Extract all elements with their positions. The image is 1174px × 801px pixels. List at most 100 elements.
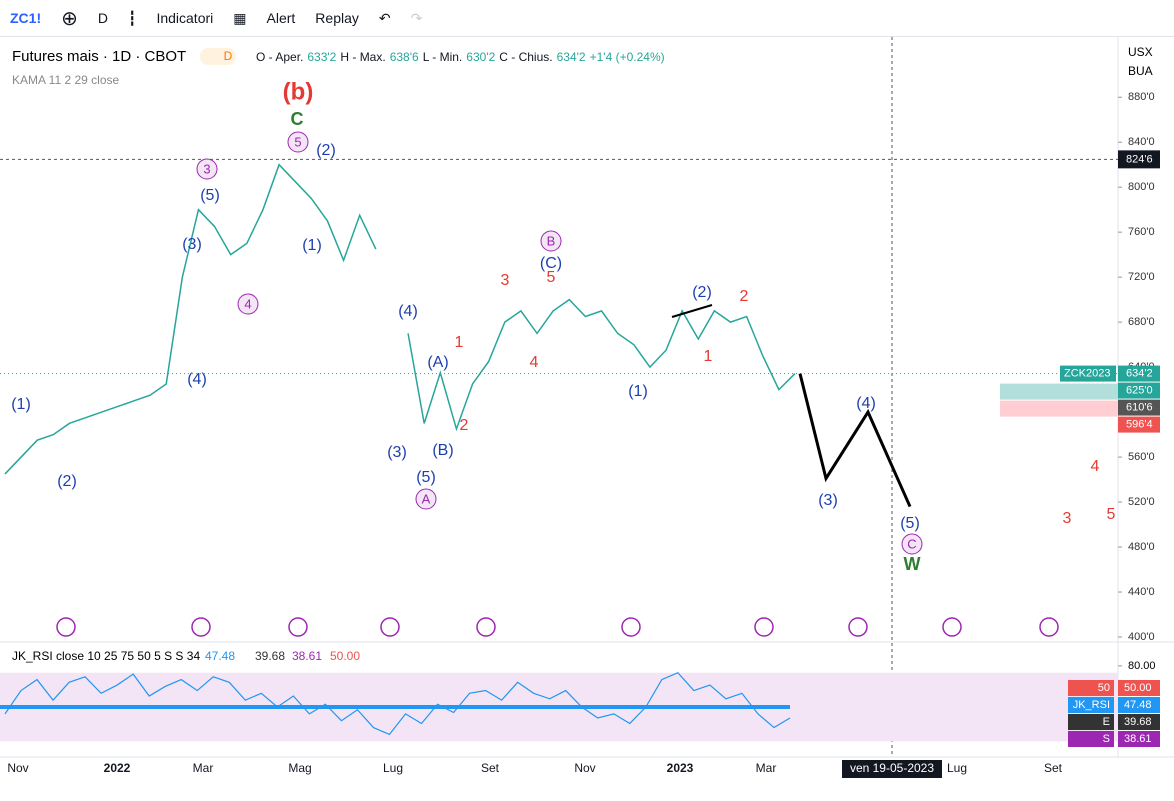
- wave-label: C: [907, 536, 916, 551]
- symbol[interactable]: ZC1!: [10, 10, 42, 26]
- wave-label: A: [422, 491, 431, 506]
- wave-label: (4): [187, 371, 207, 388]
- chart: Futures mais · 1D · CBOT D KAMA 11 2 29 …: [0, 37, 1174, 778]
- wave-label: 1: [704, 348, 713, 365]
- rsi-line: [4, 671, 791, 736]
- event-icon: [621, 617, 641, 637]
- wave-circle: [901, 533, 923, 555]
- position-short: [1000, 400, 1118, 417]
- event-icon: [476, 617, 496, 637]
- wave-circle: [196, 158, 218, 180]
- rsi-badge: [1118, 680, 1160, 696]
- event-icon: [942, 617, 962, 637]
- wave-label: (2): [57, 473, 77, 490]
- currency[interactable]: USX: [1128, 45, 1153, 59]
- time-label: ven 19-05-2023: [850, 761, 934, 775]
- wave-label: (3): [387, 444, 407, 461]
- price-tick-label: 400'0: [1128, 631, 1155, 643]
- price-badge: [1118, 382, 1160, 399]
- wave-label: 4: [1091, 458, 1100, 475]
- wave-label: 1: [455, 334, 464, 351]
- wave-label: 5: [547, 269, 556, 286]
- rsi-label: JK_RSI close 10 25 75 50 5 S S 34: [12, 649, 200, 663]
- time-label: Set: [481, 761, 500, 775]
- wave-label: (1): [628, 383, 648, 400]
- time-label: Mar: [193, 761, 214, 775]
- last-badge: [1118, 365, 1160, 382]
- ohlc-change: +1'4 (+0.24%): [590, 50, 665, 64]
- price-badge: [1118, 399, 1160, 416]
- ohlc-open: 633'2: [307, 50, 336, 64]
- wave-label: (A): [427, 354, 448, 371]
- wave-label: (5): [416, 469, 436, 486]
- crosshair-label: 824'6: [1126, 153, 1153, 165]
- last-name-badge: [1060, 365, 1116, 382]
- rsi-name: JK_RSI: [1073, 699, 1110, 711]
- rsi-badge-label: 38.61: [1124, 733, 1152, 745]
- undo[interactable]: ↶: [378, 9, 391, 26]
- wave-label: 2: [460, 417, 469, 434]
- rsi-name-badge: [1068, 697, 1114, 713]
- time-label: Mar: [756, 761, 777, 775]
- position-long: [1000, 383, 1118, 400]
- alert[interactable]: Alert: [266, 10, 296, 26]
- price-tick-label: 440'0: [1128, 586, 1155, 598]
- price-tick-label: 480'0: [1128, 541, 1155, 553]
- wave-circle: [287, 131, 309, 153]
- rsi-value: 50.00: [330, 649, 360, 663]
- event-icon: [848, 617, 868, 637]
- wave-label: 2: [740, 288, 749, 305]
- wave-label: 4: [244, 296, 251, 311]
- wave-label: C: [291, 109, 304, 129]
- wave-label: (3): [818, 492, 838, 509]
- event-icon: [380, 617, 400, 637]
- wave-label: 5: [1107, 506, 1116, 523]
- wave-label: B: [547, 233, 556, 248]
- legend-badge: D: [224, 49, 233, 63]
- price-badge-label: 625'0: [1126, 384, 1153, 396]
- wave-label: (2): [692, 284, 712, 301]
- price-tick-label: 560'0: [1128, 451, 1155, 463]
- wave-label: (3): [182, 236, 202, 253]
- templates[interactable]: ▦: [233, 9, 247, 26]
- price-tick-label: 760'0: [1128, 226, 1155, 238]
- replay[interactable]: Replay: [315, 10, 359, 26]
- wave-label: 4: [530, 354, 539, 371]
- rsi-name: E: [1103, 716, 1110, 728]
- ohlc-close-label: C - Chius.: [499, 50, 552, 64]
- wave-label: (4): [856, 395, 876, 412]
- rsi-badge-label: 50.00: [1124, 682, 1152, 694]
- add-symbol[interactable]: ⊕: [61, 7, 78, 30]
- event-icon: [1039, 617, 1059, 637]
- unit[interactable]: BUA: [1128, 64, 1153, 78]
- interval[interactable]: D: [97, 10, 109, 26]
- time-label: Nov: [574, 761, 595, 775]
- last-label: 634'2: [1126, 367, 1153, 379]
- rsi-value: 47.48: [205, 649, 235, 663]
- event-icon: [754, 617, 774, 637]
- ohlc-low-label: L - Min.: [423, 50, 463, 64]
- wave-circle: [237, 293, 259, 315]
- price-tick-label: 520'0: [1128, 496, 1155, 508]
- price-tick-label: 800'0: [1128, 181, 1155, 193]
- bars-icon[interactable]: ┇: [128, 9, 137, 26]
- time-label: Lug: [383, 761, 403, 775]
- rsi-tick-label: 80.00: [1128, 660, 1156, 672]
- indicators[interactable]: Indicatori: [156, 10, 214, 26]
- rsi-value: 38.61: [292, 649, 322, 663]
- price-line: [4, 163, 377, 475]
- kama-label: KAMA 11 2 29 close: [12, 73, 120, 87]
- toolbar: ZC1! ⊕ D ┇ Indicatori ▦ Alert Replay ↶ ↷: [0, 0, 1174, 37]
- wave-label: (4): [398, 303, 418, 320]
- ohlc-high: 638'6: [390, 50, 419, 64]
- trendline: [671, 304, 713, 318]
- price-badge: [1118, 416, 1160, 433]
- event-icon: [191, 617, 211, 637]
- price-badge-label: 610'6: [1126, 401, 1153, 413]
- wave-label: (5): [200, 187, 220, 204]
- price-tick-label: 720'0: [1128, 271, 1155, 283]
- last-name: ZCK2023: [1064, 367, 1110, 379]
- redo[interactable]: ↷: [410, 9, 423, 26]
- rsi-name: S: [1103, 733, 1110, 745]
